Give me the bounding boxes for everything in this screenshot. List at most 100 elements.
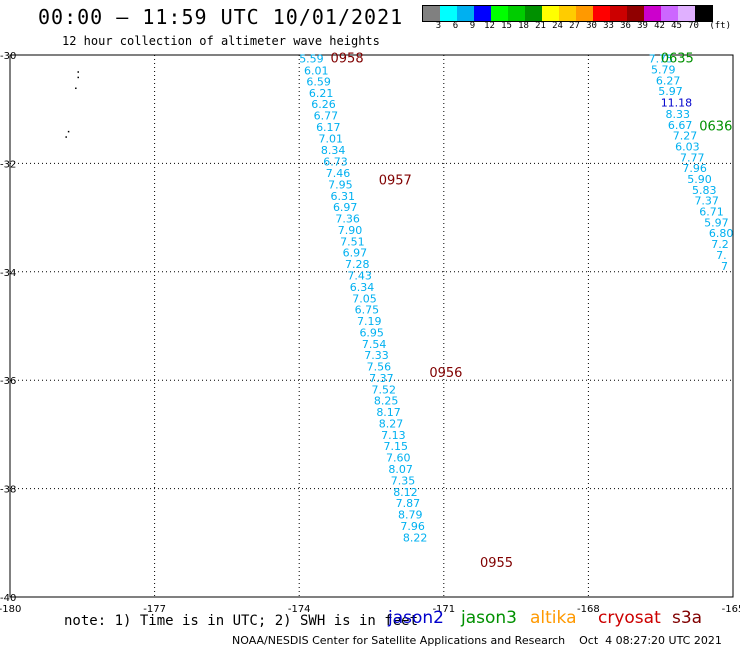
swh-value: 7.77	[680, 151, 705, 164]
swh-value: 5.59	[299, 53, 324, 66]
y-tick-label: -38	[0, 485, 16, 496]
pass-time-label: 0958	[331, 52, 364, 67]
colorbar-label: 33	[603, 21, 614, 31]
x-tick-label: -171	[432, 604, 455, 615]
swh-value: 8.27	[379, 417, 404, 430]
colorbar-swatch	[559, 6, 576, 21]
swh-value: 7.27	[673, 130, 698, 143]
swh-value: 6.17	[316, 121, 341, 134]
colorbar-unit: (ft)	[709, 21, 731, 31]
colorbar-swatch	[525, 6, 542, 21]
page-title: 00:00 – 11:59 UTC 10/01/2021	[38, 5, 404, 29]
colorbar-label: 21	[535, 21, 546, 31]
colorbar-swatch	[491, 6, 508, 21]
colorbar-swatch	[508, 6, 525, 21]
pass-time-label: 0636	[699, 119, 732, 134]
swh-value: 7.90	[338, 224, 363, 237]
swh-value: 6.95	[359, 326, 384, 339]
swh-value: 7.51	[340, 235, 365, 248]
swh-value: 8.17	[376, 406, 401, 419]
swh-value: 6.34	[350, 281, 375, 294]
swh-value: 8.79	[398, 509, 423, 522]
pass-time-label: 0635	[661, 52, 694, 67]
colorbar-label: 27	[569, 21, 580, 31]
land-dot	[75, 87, 77, 90]
swh-value: 8.25	[374, 395, 399, 408]
swh-value: 8.22	[403, 531, 428, 544]
colorbar-swatch	[440, 6, 457, 21]
colorbar-swatch	[576, 6, 593, 21]
swh-value: 6.31	[331, 190, 356, 203]
swh-value: 7.37	[694, 195, 719, 208]
swh-value: 7.87	[396, 497, 421, 510]
swh-value: 7.33	[364, 349, 389, 362]
swh-value: 6.59	[306, 75, 331, 88]
swh-value: 6.97	[343, 247, 368, 260]
swh-value: 7.75	[649, 53, 674, 66]
colorbar-label: 15	[501, 21, 512, 31]
swh-value: 7.19	[357, 315, 382, 328]
x-tick-label: -180	[0, 604, 21, 615]
swh-value: 5.79	[651, 64, 676, 77]
swh-value: 7.28	[345, 258, 370, 271]
colorbar-label: 45	[671, 21, 682, 31]
colorbar-label: 39	[637, 21, 648, 31]
swh-value: 6.73	[323, 156, 348, 169]
colorbar-label: 12	[484, 21, 495, 31]
page-subtitle: 12 hour collection of altimeter wave hei…	[62, 34, 380, 48]
swh-value: 7.56	[367, 361, 392, 374]
swh-value: 7.05	[352, 292, 377, 305]
colorbar-swatch	[695, 6, 712, 21]
pass-time-label: 0955	[480, 556, 513, 571]
colorbar-swatch	[661, 6, 678, 21]
swh-value: 7.15	[384, 440, 409, 453]
swh-value: 7.36	[335, 213, 360, 226]
swh-value: 7.46	[326, 167, 351, 180]
colorbar-label: 6	[452, 21, 459, 31]
swh-value: 7.43	[347, 270, 372, 283]
swh-value: 6.21	[309, 87, 334, 100]
colorbar-label: 36	[620, 21, 631, 31]
swh-value: 6.27	[656, 74, 681, 87]
legend-s3a: s3a	[672, 608, 703, 628]
swh-value: 6.80	[709, 227, 734, 240]
colorbar-label: 18	[518, 21, 529, 31]
swh-value: 5.90	[687, 173, 712, 186]
swh-value: 5.97	[658, 85, 683, 98]
y-tick-label: -30	[0, 51, 16, 62]
swh-value: 5.97	[704, 216, 729, 229]
colorbar-swatch	[644, 6, 661, 21]
colorbar-swatch	[678, 6, 695, 21]
swh-value: 6.67	[668, 119, 693, 132]
y-tick-label: -32	[0, 159, 16, 170]
swh-value: 6.77	[314, 110, 339, 123]
swh-value: 7.54	[362, 338, 387, 351]
swh-value: 6.71	[699, 206, 724, 219]
footer-note: note: 1) Time is in UTC; 2) SWH is in fe…	[64, 613, 419, 629]
legend-altika: altika	[530, 608, 577, 628]
swh-value: 6.01	[304, 65, 329, 78]
swh-value: 6.03	[675, 141, 700, 154]
swh-value: 11.18	[661, 97, 693, 110]
pass-time-label: 0956	[429, 366, 462, 381]
colorbar-swatch	[474, 6, 491, 21]
swh-value: 8.12	[393, 486, 418, 499]
land-dot	[77, 76, 79, 79]
colorbar-label: 3	[435, 21, 442, 31]
swh-value: 7.01	[318, 132, 343, 145]
land-dot	[67, 130, 70, 133]
swh-value: 7	[721, 260, 728, 273]
swh-value: 8.33	[666, 108, 691, 121]
colorbar-label: 9	[469, 21, 476, 31]
colorbar-swatch	[457, 6, 474, 21]
y-tick-label: -34	[0, 268, 16, 279]
legend-jason3: jason3	[461, 608, 517, 628]
swh-value: 6.26	[311, 98, 336, 111]
swh-value: 7.60	[386, 452, 411, 465]
swh-value: 7.37	[369, 372, 394, 385]
x-tick-label: -177	[143, 604, 166, 615]
swh-value: 7.13	[381, 429, 406, 442]
swh-value: 7.35	[391, 474, 416, 487]
colorbar	[422, 5, 713, 22]
